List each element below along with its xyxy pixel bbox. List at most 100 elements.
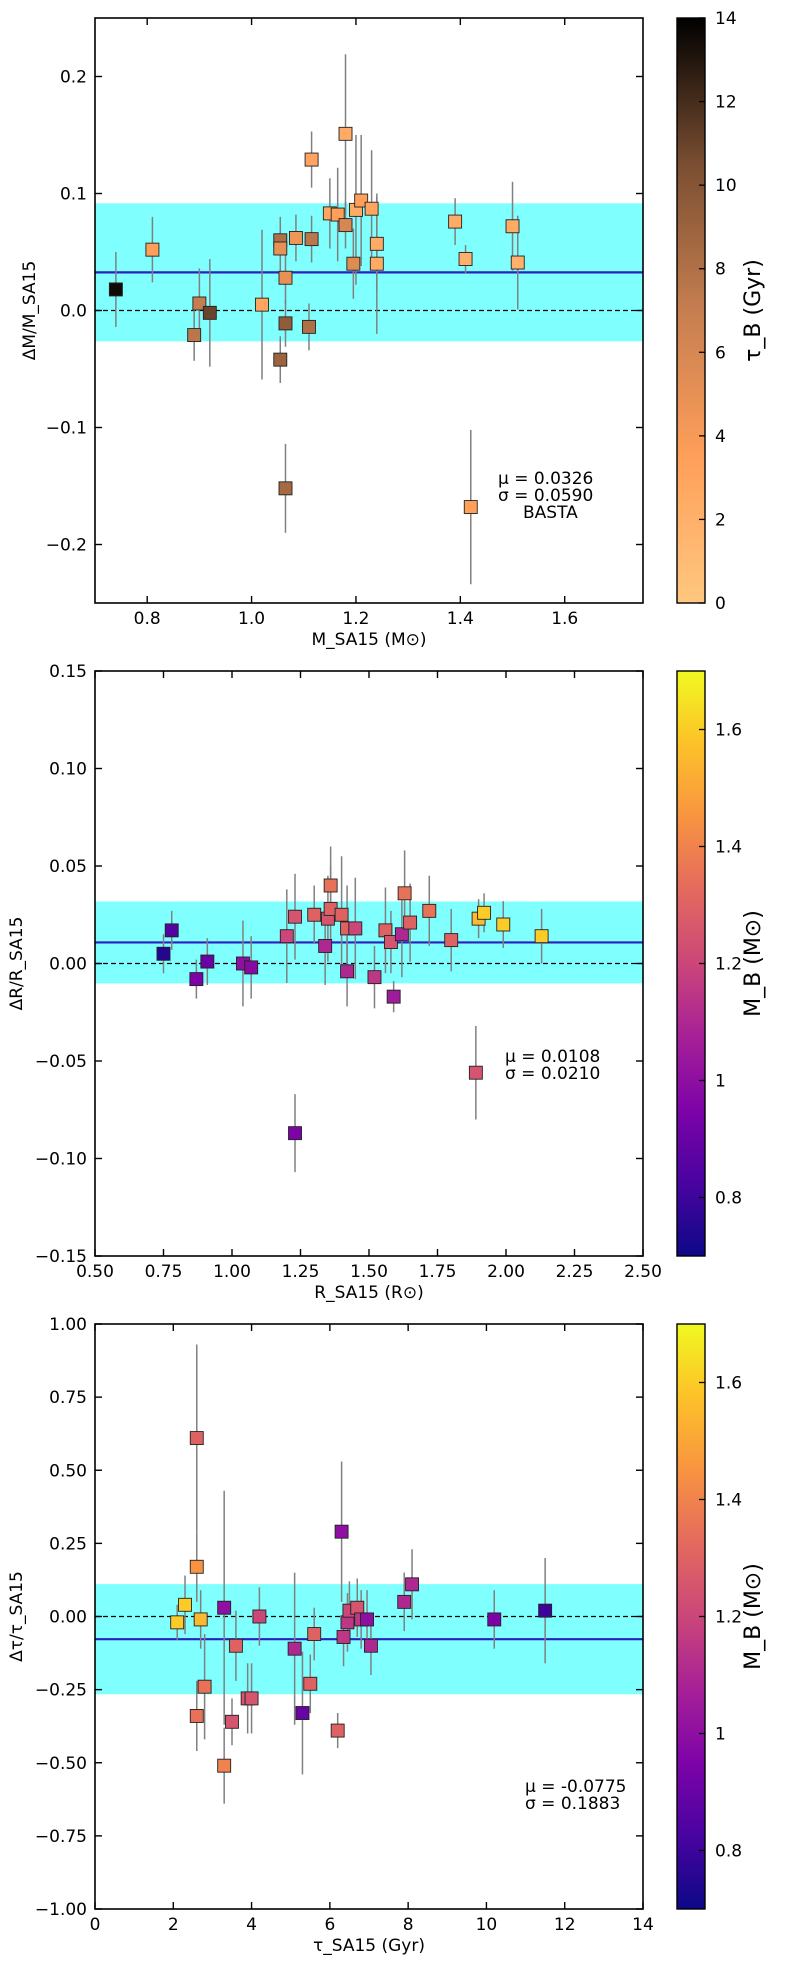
data-point (340, 964, 355, 979)
data-point (334, 1524, 349, 1539)
x-tick-label: 1.75 (419, 1262, 457, 1282)
data-point (273, 241, 288, 256)
data-point (336, 1630, 351, 1644)
data-point (386, 989, 401, 1004)
data-point (200, 954, 215, 969)
y-tick-label: 0.75 (49, 1388, 87, 1408)
data-point (346, 256, 361, 271)
y-tick-label: −0.15 (35, 1247, 87, 1267)
colorbar-tick-label: 10 (715, 176, 737, 196)
x-tick-label: 2.25 (556, 1262, 594, 1282)
x-tick-label: 0 (90, 1915, 101, 1935)
data-point (189, 1559, 204, 1574)
data-point (302, 319, 316, 334)
data-point (192, 296, 207, 311)
data-point (193, 1612, 208, 1627)
x-tick-label: 0.50 (76, 1262, 114, 1282)
colorbar-tick-label: 1.6 (715, 721, 742, 741)
x-tick-label: 1.6 (551, 609, 578, 629)
data-point (288, 909, 302, 924)
data-point (340, 1615, 355, 1630)
data-point (330, 1723, 345, 1738)
data-point (244, 960, 259, 975)
data-point (448, 214, 463, 229)
stats-annotation: σ = 0.0210 (505, 1064, 600, 1084)
data-point (202, 305, 217, 320)
x-axis-label: M_SA15 (M⊙) (311, 630, 426, 650)
x-tick-label: 14 (632, 1915, 654, 1935)
colorbar-tick-label: 4 (715, 427, 726, 447)
x-tick-label: 6 (324, 1915, 335, 1935)
data-point (288, 231, 303, 245)
data-point (255, 297, 269, 312)
data-point (164, 923, 179, 938)
x-tick-label: 4 (246, 1915, 257, 1935)
colorbar-tick-label: 8 (715, 260, 726, 280)
data-point (487, 1612, 502, 1627)
data-point (145, 242, 160, 257)
colorbar (676, 17, 706, 604)
y-tick-label: −0.10 (35, 1150, 87, 1170)
data-point (287, 1641, 302, 1656)
y-tick-label: −0.25 (35, 1681, 87, 1701)
y-tick-label: 0.05 (49, 857, 87, 877)
data-point (403, 915, 418, 930)
x-tick-label: 2.50 (624, 1262, 662, 1282)
y-axis-label: ΔM/M_SA15 (20, 261, 40, 361)
data-point (534, 929, 549, 944)
stats-annotation: BASTA (523, 503, 578, 523)
radius-difference-panel: 0.50 0.75 1.00 1.25 1.50 1.75 2.00 2.25 2.50 −0.1… (7, 662, 766, 1303)
data-point (463, 500, 478, 515)
colorbar-tick-label: 1.4 (715, 1491, 742, 1511)
data-point (468, 1065, 483, 1080)
y-tick-label: −0.50 (35, 1754, 87, 1774)
y-tick-label: −0.05 (35, 1052, 87, 1072)
data-point (360, 1612, 374, 1627)
colorbar-tick-label: 2 (715, 510, 726, 530)
data-point (170, 1615, 185, 1630)
data-point (278, 270, 293, 285)
data-point (278, 481, 293, 496)
colorbar-tick-label: 6 (715, 343, 726, 363)
data-point (295, 1706, 310, 1720)
data-point (318, 939, 333, 953)
data-point (350, 1600, 365, 1615)
data-point (444, 933, 459, 948)
data-point (477, 905, 492, 920)
y-tick-label: 0.1 (60, 185, 87, 205)
data-point (307, 907, 322, 922)
data-point (364, 201, 379, 216)
data-point (397, 886, 412, 901)
colorbar-tick-label: 14 (715, 9, 737, 29)
data-point (367, 970, 382, 985)
data-point (217, 1758, 232, 1773)
x-tick-label: 10 (476, 1915, 498, 1935)
data-point (338, 218, 353, 233)
data-point (217, 1600, 232, 1615)
data-point (156, 946, 171, 961)
y-tick-label: 1.00 (49, 1315, 87, 1335)
x-tick-label: 0.8 (134, 609, 161, 629)
data-point (369, 256, 384, 271)
colorbar-tick-label: 0.8 (715, 1189, 742, 1209)
y-axis-label: Δτ/τ_SA15 (7, 1571, 27, 1662)
x-tick-label: 1.0 (238, 609, 265, 629)
data-point (422, 903, 437, 918)
data-point (510, 255, 525, 270)
age-difference-panel: 0 2 4 6 8 10 12 14 −1.00 −0.75 −0.50 −0.25 0.00 0.25 0… (7, 1315, 766, 1956)
colorbar-tick-label: 12 (715, 93, 737, 113)
y-tick-label: 0.00 (49, 955, 87, 975)
data-point (244, 1691, 259, 1706)
data-point (369, 236, 384, 251)
x-tick-label: 1.25 (282, 1262, 320, 1282)
data-point (288, 1126, 302, 1141)
data-point (383, 935, 398, 949)
y-tick-label: −0.2 (46, 536, 87, 556)
x-tick-label: 2 (168, 1915, 179, 1935)
data-point (538, 1603, 553, 1618)
stats-annotation: μ = -0.0775 (525, 1777, 627, 1797)
x-axis-label: τ_SA15 (Gyr) (313, 1936, 425, 1956)
x-tick-label: 0.75 (145, 1262, 183, 1282)
data-point (278, 316, 293, 331)
stats-annotation: σ = 0.1883 (525, 1794, 620, 1814)
